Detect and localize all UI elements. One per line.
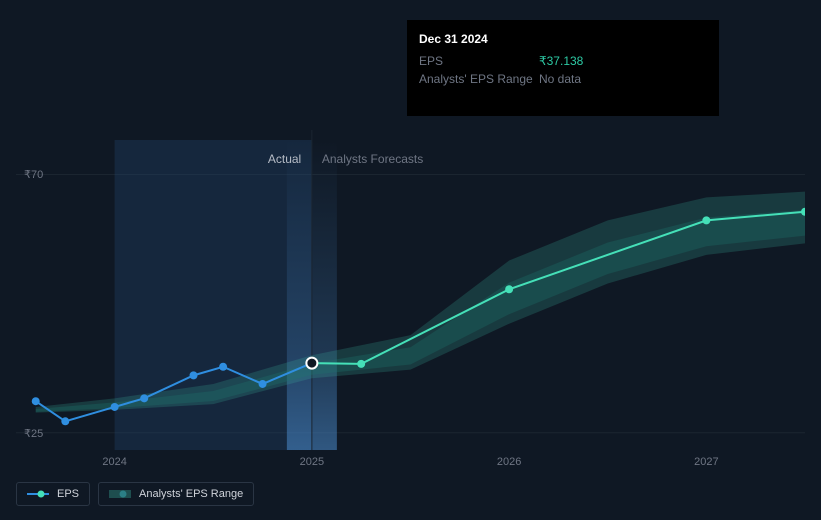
chart-tooltip: Dec 31 2024 EPS ₹37.138 Analysts' EPS Ra… bbox=[407, 20, 719, 116]
tooltip-row-range: Analysts' EPS Range No data bbox=[419, 70, 707, 88]
tooltip-label: EPS bbox=[419, 52, 539, 70]
legend-swatch-eps bbox=[27, 490, 49, 498]
tooltip-date: Dec 31 2024 bbox=[419, 30, 707, 48]
y-axis-label: ₹25 bbox=[24, 427, 43, 440]
legend-label: EPS bbox=[57, 488, 79, 500]
eps-chart[interactable]: Actual Analysts Forecasts ₹70₹2520242025… bbox=[16, 130, 805, 440]
chart-canvas bbox=[16, 130, 805, 460]
region-label-actual: Actual bbox=[268, 152, 301, 166]
x-axis-label: 2027 bbox=[694, 456, 718, 468]
legend-item-range[interactable]: Analysts' EPS Range bbox=[98, 482, 254, 506]
tooltip-label: Analysts' EPS Range bbox=[419, 70, 539, 88]
x-axis-label: 2025 bbox=[300, 456, 324, 468]
x-axis-label: 2026 bbox=[497, 456, 521, 468]
legend-label: Analysts' EPS Range bbox=[139, 488, 243, 500]
tooltip-value: ₹37.138 bbox=[539, 52, 583, 70]
tooltip-value: No data bbox=[539, 70, 581, 88]
legend-item-eps[interactable]: EPS bbox=[16, 482, 90, 506]
chart-legend: EPS Analysts' EPS Range bbox=[16, 482, 254, 506]
y-axis-label: ₹70 bbox=[24, 168, 43, 181]
region-label-forecast: Analysts Forecasts bbox=[322, 152, 423, 166]
legend-swatch-range bbox=[109, 490, 131, 498]
x-axis-label: 2024 bbox=[102, 456, 126, 468]
tooltip-row-eps: EPS ₹37.138 bbox=[419, 52, 707, 70]
